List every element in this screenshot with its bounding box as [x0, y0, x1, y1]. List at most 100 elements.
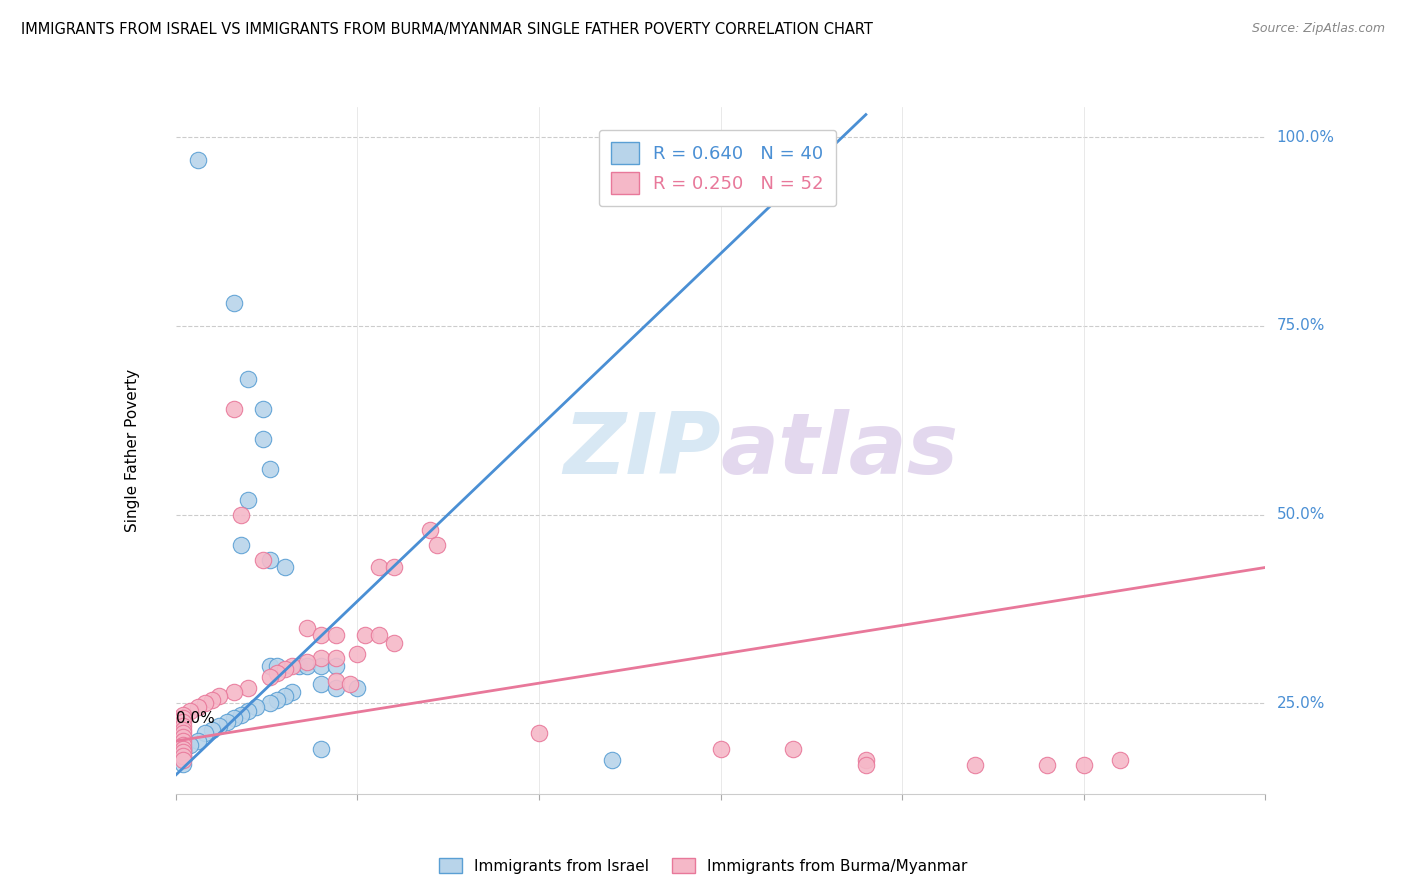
Point	[259, 670, 281, 684]
Text: 50.0%: 50.0%	[1277, 508, 1324, 522]
Point	[426, 538, 449, 552]
Text: Source: ZipAtlas.com: Source: ZipAtlas.com	[1251, 22, 1385, 36]
Text: ZIP: ZIP	[562, 409, 721, 492]
Point	[172, 745, 194, 759]
Text: 100.0%: 100.0%	[1277, 129, 1334, 145]
Point	[782, 741, 804, 756]
Point	[252, 553, 274, 567]
Point	[1109, 753, 1132, 767]
Point	[600, 753, 623, 767]
Point	[201, 692, 224, 706]
Text: IMMIGRANTS FROM ISRAEL VS IMMIGRANTS FROM BURMA/MYANMAR SINGLE FATHER POVERTY CO: IMMIGRANTS FROM ISRAEL VS IMMIGRANTS FRO…	[21, 22, 873, 37]
Point	[172, 734, 194, 748]
Point	[186, 734, 209, 748]
Point	[222, 711, 245, 725]
Text: 0.0%: 0.0%	[176, 712, 215, 726]
Point	[172, 726, 194, 740]
Point	[186, 700, 209, 714]
Text: atlas: atlas	[721, 409, 959, 492]
Point	[194, 726, 217, 740]
Point	[238, 492, 260, 507]
Point	[252, 401, 274, 416]
Point	[295, 655, 318, 669]
Point	[309, 628, 332, 642]
Point	[172, 753, 194, 767]
Point	[238, 704, 260, 718]
Point	[245, 700, 267, 714]
Point	[172, 749, 194, 764]
Point	[172, 738, 194, 752]
Point	[259, 553, 281, 567]
Point	[368, 560, 391, 574]
Point	[231, 707, 253, 722]
Point	[353, 628, 375, 642]
Point	[172, 745, 194, 759]
Point	[325, 658, 347, 673]
Point	[172, 715, 194, 730]
Point	[252, 432, 274, 446]
Point	[222, 296, 245, 310]
Point	[325, 628, 347, 642]
Point	[295, 621, 318, 635]
Point	[259, 696, 281, 710]
Point	[274, 560, 297, 574]
Point	[172, 707, 194, 722]
Point	[172, 719, 194, 733]
Point	[186, 153, 209, 167]
Point	[222, 401, 245, 416]
Point	[259, 658, 281, 673]
Point	[238, 372, 260, 386]
Point	[309, 658, 332, 673]
Point	[179, 738, 201, 752]
Point	[172, 741, 194, 756]
Point	[266, 692, 288, 706]
Text: Single Father Poverty: Single Father Poverty	[125, 369, 139, 532]
Point	[222, 685, 245, 699]
Point	[172, 741, 194, 756]
Point	[309, 741, 332, 756]
Point	[238, 681, 260, 696]
Point	[419, 523, 441, 537]
Point	[172, 756, 194, 771]
Point	[172, 731, 194, 745]
Point	[339, 677, 361, 691]
Point	[281, 685, 304, 699]
Legend: R = 0.640   N = 40, R = 0.250   N = 52: R = 0.640 N = 40, R = 0.250 N = 52	[599, 130, 837, 206]
Point	[172, 753, 194, 767]
Point	[527, 726, 550, 740]
Point	[325, 651, 347, 665]
Point	[172, 711, 194, 725]
Point	[1073, 758, 1095, 772]
Point	[179, 704, 201, 718]
Point	[194, 696, 217, 710]
Point	[274, 662, 297, 676]
Point	[855, 758, 877, 772]
Point	[1036, 758, 1059, 772]
Point	[215, 715, 238, 730]
Point	[346, 647, 368, 661]
Point	[281, 658, 304, 673]
Point	[231, 538, 253, 552]
Point	[208, 689, 231, 703]
Legend: Immigrants from Israel, Immigrants from Burma/Myanmar: Immigrants from Israel, Immigrants from …	[433, 852, 973, 880]
Point	[172, 723, 194, 737]
Point	[201, 723, 224, 737]
Point	[266, 666, 288, 681]
Point	[274, 689, 297, 703]
Point	[288, 658, 311, 673]
Text: 25.0%: 25.0%	[1277, 696, 1324, 711]
Point	[325, 681, 347, 696]
Point	[855, 753, 877, 767]
Point	[309, 677, 332, 691]
Point	[382, 560, 405, 574]
Point	[266, 658, 288, 673]
Point	[325, 673, 347, 688]
Text: 75.0%: 75.0%	[1277, 318, 1324, 334]
Point	[368, 628, 391, 642]
Point	[259, 462, 281, 476]
Point	[172, 749, 194, 764]
Point	[710, 741, 733, 756]
Point	[295, 658, 318, 673]
Point	[208, 719, 231, 733]
Point	[309, 651, 332, 665]
